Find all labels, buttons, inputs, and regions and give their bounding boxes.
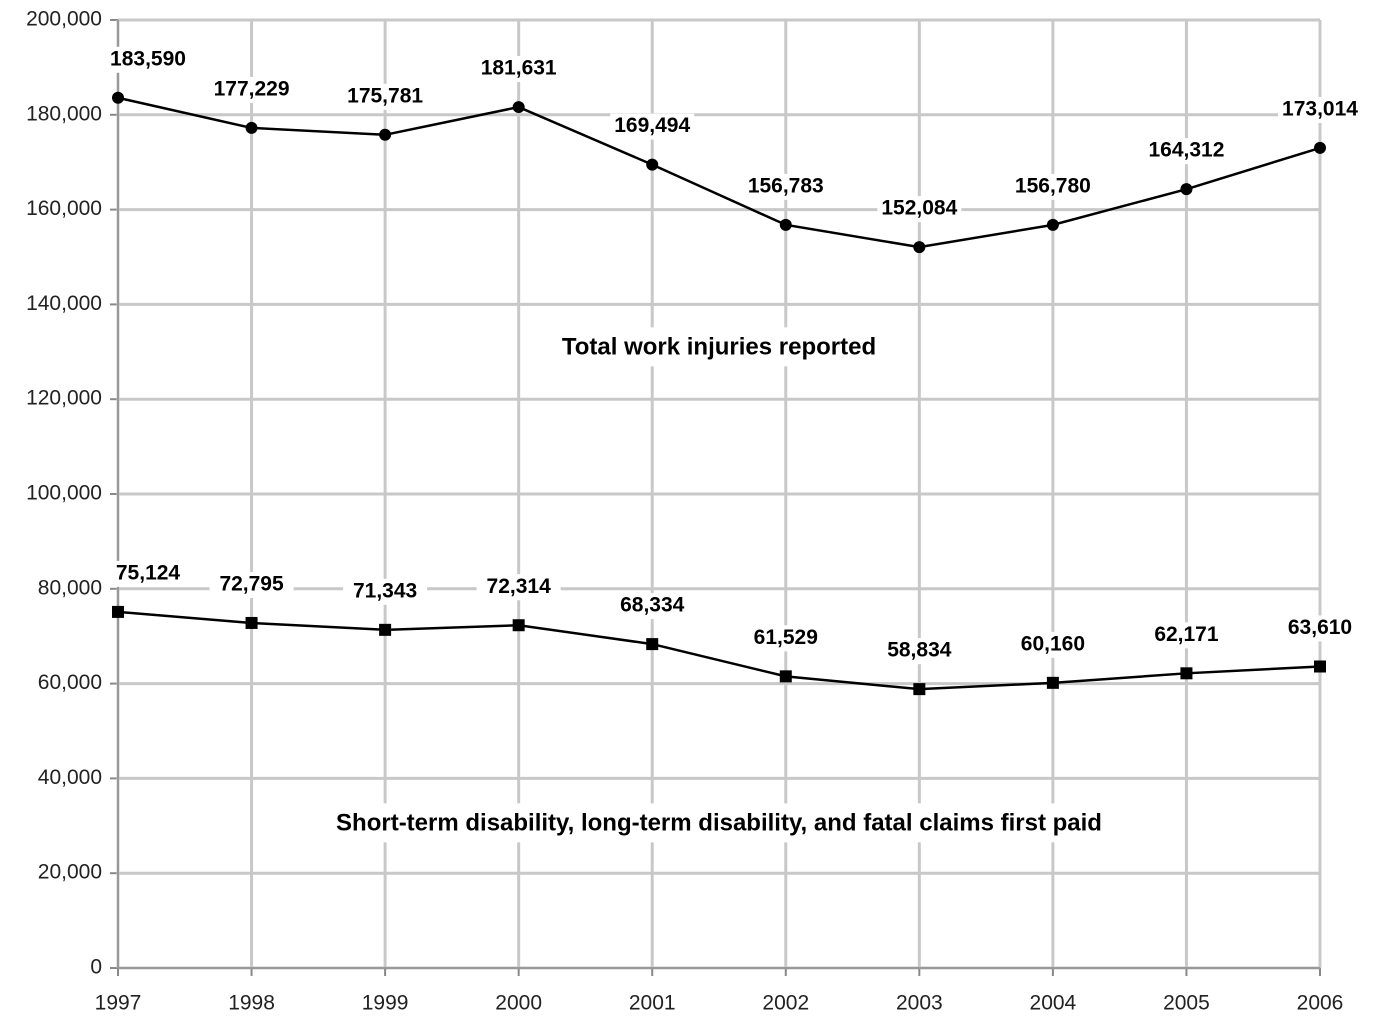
marker [245, 616, 258, 629]
label-bg [877, 638, 962, 665]
label-bg [743, 625, 828, 652]
data-label: 156,780 [1015, 174, 1091, 197]
x-tick-label: 2005 [1163, 992, 1210, 1015]
data-label: 175,781 [347, 84, 423, 107]
marker [379, 623, 392, 636]
data-label: 61,529 [754, 626, 818, 649]
label-bg [610, 593, 695, 620]
marker [646, 158, 659, 171]
label-bg [610, 113, 695, 140]
label-bg [106, 560, 190, 587]
y-tick-label: 100,000 [26, 482, 102, 505]
x-tick-label: 2001 [629, 992, 676, 1015]
x-tick-label: 2002 [762, 992, 809, 1015]
marker [1180, 667, 1193, 680]
label-bg [209, 571, 294, 598]
label-bg [1278, 96, 1362, 123]
label-bg [106, 46, 190, 73]
series-label: Short-term disability, long-term disabil… [336, 809, 1102, 836]
data-label: 72,795 [219, 572, 284, 595]
data-label: 62,171 [1154, 623, 1219, 646]
data-label: 75,124 [116, 561, 181, 584]
y-tick-label: 160,000 [26, 197, 102, 220]
label-bg [209, 76, 294, 103]
data-label: 183,590 [110, 47, 186, 70]
x-tick-label: 1999 [362, 992, 409, 1015]
marker [1046, 218, 1059, 231]
y-tick-label: 80,000 [38, 576, 102, 599]
label-bg [343, 578, 428, 605]
label-bg [343, 83, 428, 110]
y-tick-label: 180,000 [26, 102, 102, 125]
y-tick-label: 40,000 [38, 766, 102, 789]
label-bg [1278, 615, 1362, 642]
y-tick-label: 200,000 [26, 8, 102, 31]
marker [646, 638, 659, 651]
label-bg [476, 574, 561, 601]
x-tick-label: 2003 [896, 992, 943, 1015]
marker [245, 121, 258, 134]
x-tick-label: 2000 [495, 992, 542, 1015]
marker [112, 91, 124, 104]
data-label: 72,314 [487, 575, 552, 598]
x-tick-label: 2004 [1030, 992, 1077, 1015]
marker [512, 619, 525, 632]
marker [1180, 183, 1193, 196]
data-label: 164,312 [1148, 139, 1224, 162]
y-tick-label: 140,000 [26, 292, 102, 315]
data-label: 173,014 [1282, 97, 1358, 120]
data-label: 177,229 [214, 77, 290, 100]
marker [779, 218, 792, 231]
y-tick-label: 120,000 [26, 387, 102, 410]
data-label: 181,631 [481, 57, 557, 80]
y-tick-label: 0 [90, 956, 102, 979]
marker [779, 670, 792, 683]
x-tick-label: 1998 [228, 992, 275, 1015]
marker [913, 683, 926, 696]
label-bg [743, 173, 828, 200]
data-label: 63,610 [1288, 616, 1352, 639]
label-bg [551, 327, 887, 367]
label-bg [476, 56, 561, 83]
series-line [117, 610, 1321, 691]
y-tick-label: 20,000 [38, 861, 102, 884]
data-label: 60,160 [1021, 632, 1085, 655]
data-label: 71,343 [353, 579, 417, 602]
y-tick-label: 60,000 [38, 671, 102, 694]
x-tick-label: 1997 [95, 992, 142, 1015]
series-line [117, 96, 1321, 249]
label-bg [1144, 138, 1229, 165]
label-bg [1010, 173, 1095, 200]
data-label: 156,783 [748, 174, 824, 197]
label-bg [877, 196, 962, 223]
x-tick-label: 2006 [1297, 992, 1344, 1015]
marker [913, 241, 926, 254]
data-label: 152,084 [881, 197, 957, 220]
label-bg [1010, 631, 1095, 658]
marker [1314, 660, 1326, 673]
series-label: Total work injuries reported [562, 333, 876, 360]
data-label: 169,494 [614, 114, 690, 137]
marker [112, 605, 124, 618]
marker [512, 101, 525, 114]
data-label: 68,334 [620, 594, 685, 617]
label-bg [1144, 622, 1229, 649]
marker [1314, 141, 1326, 154]
marker [1046, 676, 1059, 689]
data-label: 58,834 [887, 639, 952, 662]
marker [379, 128, 392, 141]
label-bg [326, 803, 1112, 843]
